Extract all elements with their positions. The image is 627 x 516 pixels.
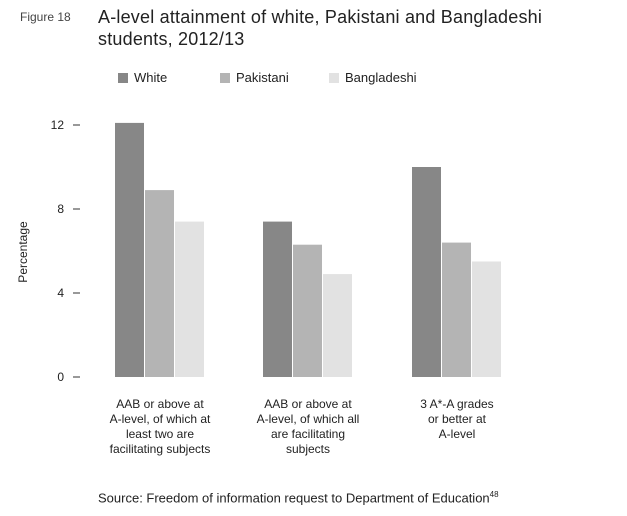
bar-white-1 [115,122,144,378]
legend-swatch-bangladeshi [329,73,339,83]
y-tick-label: 0 [57,370,64,384]
figure-label: Figure 18 [20,10,71,24]
bar-white-3 [412,167,441,377]
bar-bangladeshi-3 [472,261,501,377]
source-footnote-number: 48 [489,490,499,499]
y-tick-label: 4 [57,286,64,300]
bar-bangladeshi-1 [175,221,204,377]
x-category-label: AAB or above at A-level, of which all are … [257,397,360,456]
bar-white-2 [263,221,292,377]
legend-label-white: White [134,70,167,85]
y-axis: 0 4 8 12 Percentage [16,118,80,384]
chart-legend: White Pakistani Bangladeshi [118,70,417,85]
y-axis-label: Percentage [16,221,30,283]
x-category-label: AAB or above at A-level, of which at least… [110,397,211,456]
bar-bangladeshi-2 [323,274,352,377]
source-note: Source: Freedom of information request t… [98,490,499,505]
source-text: Source: Freedom of information request t… [98,490,490,506]
legend-swatch-pakistani [220,73,230,83]
bar-pakistani-3 [442,242,471,377]
y-tick-label: 12 [51,118,65,132]
legend-label-bangladeshi: Bangladeshi [345,70,417,85]
bars [115,122,501,378]
bar-pakistani-1 [145,190,174,377]
x-axis-labels: AAB or above at A-level, of which at least… [110,397,494,456]
legend-swatch-white [118,73,128,83]
bar-pakistani-2 [293,244,322,377]
chart-title: A-level attainment of white, Pakistani a… [98,7,543,49]
x-category-label: 3 A*-A grades or better at A-level [420,397,493,441]
legend-label-pakistani: Pakistani [236,70,289,85]
y-tick-label: 8 [57,202,64,216]
